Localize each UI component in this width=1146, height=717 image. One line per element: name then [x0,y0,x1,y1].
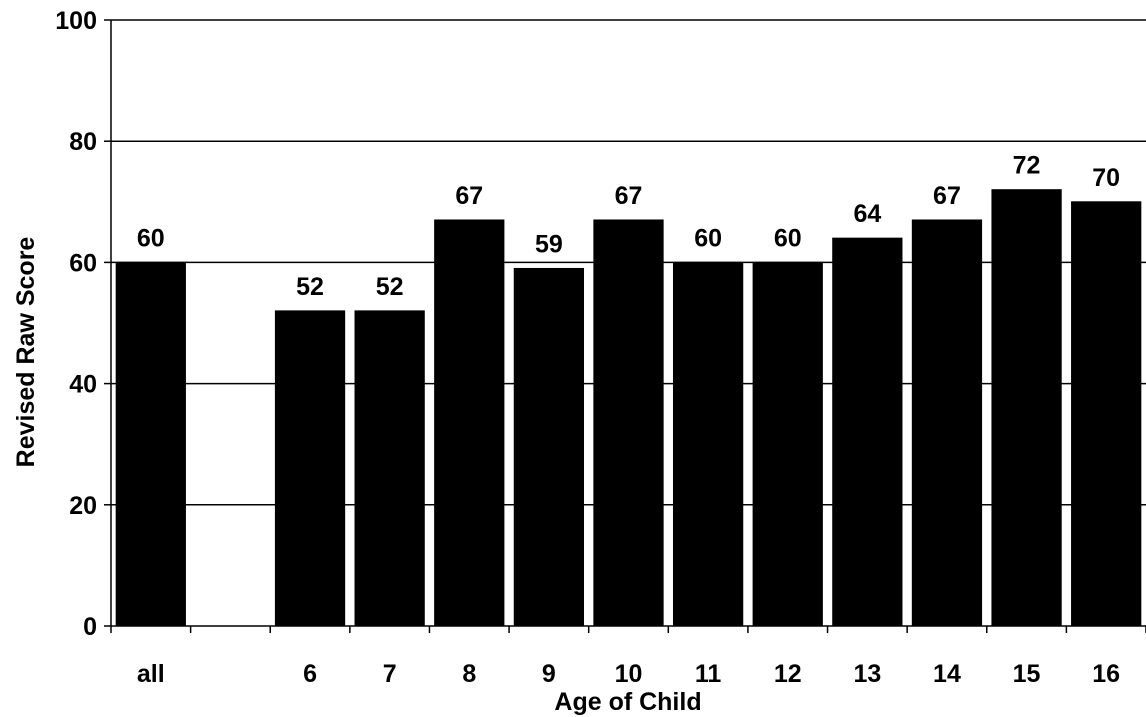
bar [434,219,505,627]
bar [1071,201,1142,627]
data-label: 67 [615,182,643,210]
data-label: 52 [296,273,324,301]
x-tick-label: 6 [303,660,317,688]
x-tick-label: 12 [774,660,802,688]
x-tick-label: 15 [1013,660,1041,688]
data-label: 60 [137,224,165,252]
data-label: 60 [694,224,722,252]
y-tick-labels: 0 20 40 60 80 100 [55,7,97,641]
data-label: 70 [1092,164,1120,192]
x-tick-label: 9 [542,660,556,688]
y-tick-label: 80 [69,128,97,156]
x-tick-label: 14 [933,660,961,688]
y-tick-label: 0 [83,613,97,641]
bar [832,237,903,627]
data-label: 67 [933,182,961,210]
x-tick-label: all [137,660,165,688]
data-label: 52 [376,273,404,301]
bar [752,261,823,627]
bar [991,189,1062,627]
y-tick-label: 60 [69,249,97,277]
y-tick-label: 20 [69,492,97,520]
bars [115,189,1142,627]
bar [593,219,664,627]
y-tick-label: 100 [55,7,97,35]
x-tick-label: 10 [615,660,643,688]
y-axis-label: Revised Raw Score [12,237,40,468]
data-label: 72 [1013,152,1041,180]
bar [115,261,186,627]
y-tick-label: 40 [69,371,97,399]
x-tick-label: 11 [695,660,722,688]
data-label: 60 [774,224,802,252]
bar [354,310,425,627]
data-label: 64 [853,200,881,228]
x-tick-labels: all 6 7 8 9 10 11 12 13 14 15 16 [137,660,1120,688]
x-tick-label: 13 [853,660,881,688]
x-axis-label: Age of Child [554,688,701,716]
x-tick-label: 8 [462,660,476,688]
bar [911,219,983,627]
x-tick-label: 16 [1092,660,1120,688]
data-label: 67 [455,182,483,210]
bar [672,261,744,627]
bar [274,310,346,627]
bar [513,267,585,627]
data-labels: 60 52 52 67 59 67 60 60 64 67 72 70 [137,152,1120,301]
axes [104,19,1146,633]
x-tick-label: 7 [383,660,397,688]
data-label: 59 [535,230,563,258]
